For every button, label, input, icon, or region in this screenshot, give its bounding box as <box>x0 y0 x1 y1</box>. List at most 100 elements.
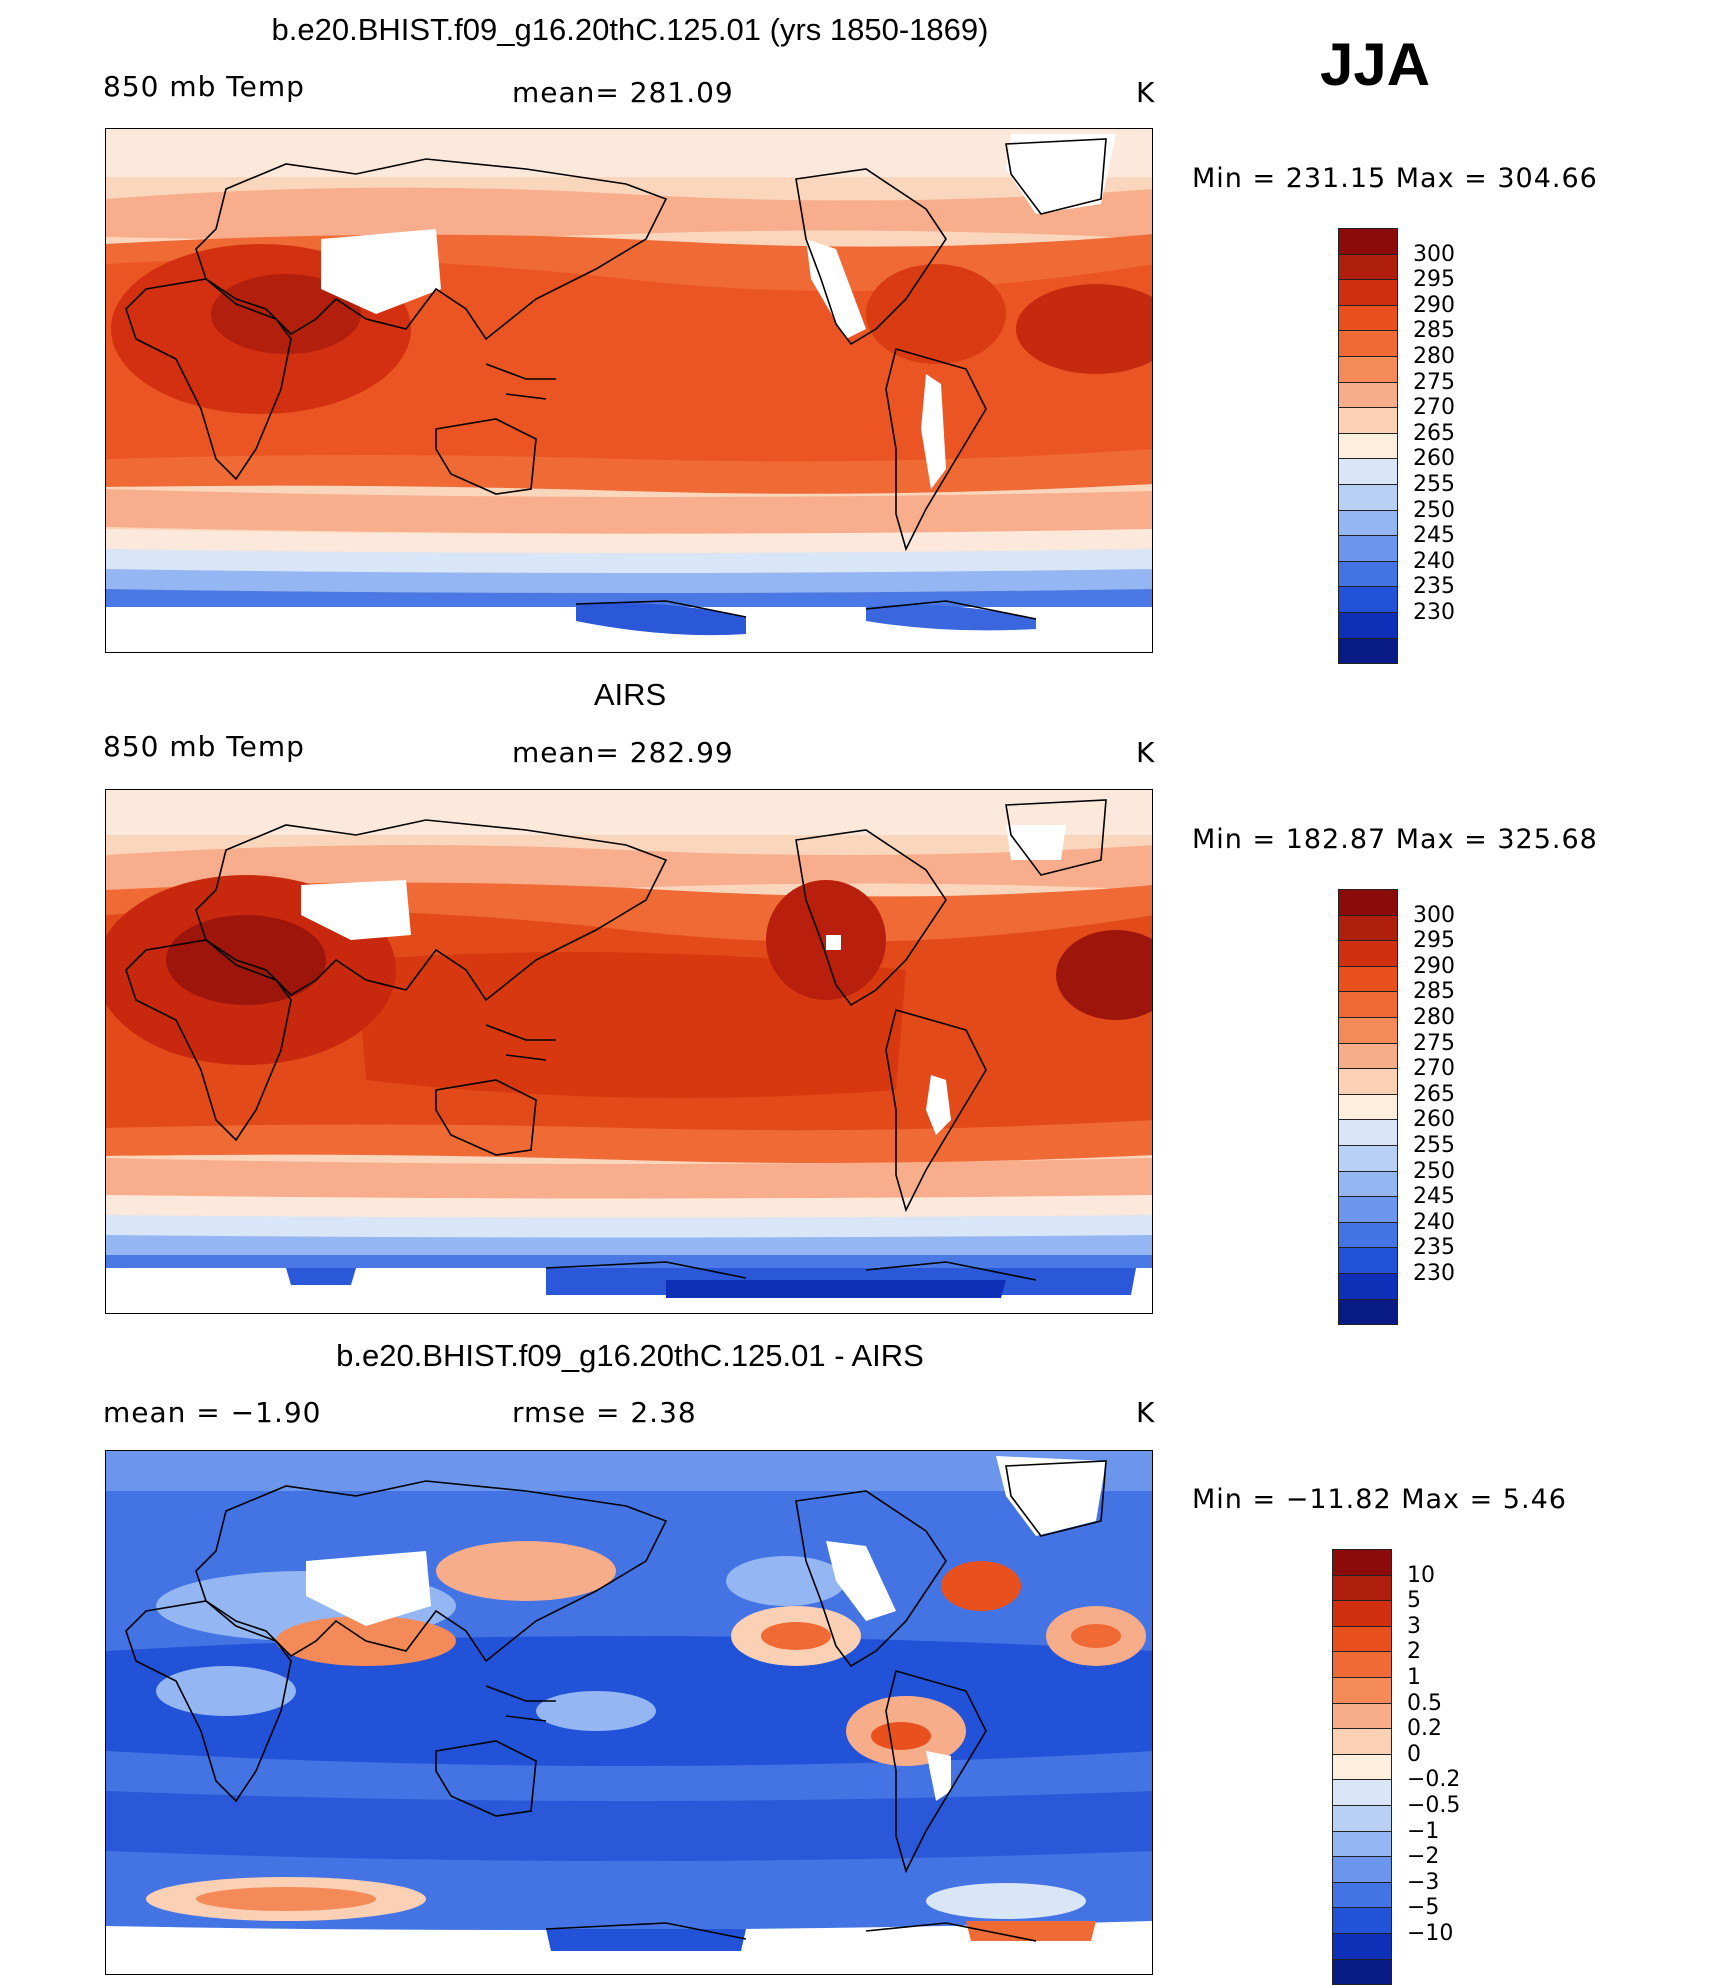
colorbar-swatch <box>1332 1830 1392 1858</box>
colorbar-label: 240 <box>1413 548 1455 574</box>
colorbar-swatch <box>1338 1145 1398 1172</box>
colorbar-label: 290 <box>1413 953 1455 979</box>
colorbar-swatch <box>1332 1933 1392 1960</box>
colorbar-swatch <box>1338 1170 1398 1198</box>
colorbar-swatch <box>1338 1247 1398 1274</box>
colorbar-label: 275 <box>1413 1030 1455 1056</box>
colorbar-label: 240 <box>1413 1209 1455 1235</box>
colorbar-swatch <box>1338 586 1398 613</box>
colorbar-swatch <box>1338 914 1398 942</box>
colorbar-swatch <box>1338 1273 1398 1300</box>
colorbar-label: 245 <box>1413 523 1455 549</box>
colorbar-swatch <box>1332 1856 1392 1883</box>
colorbar-swatch <box>1332 1779 1392 1806</box>
colorbar-swatch <box>1332 1805 1392 1832</box>
colorbar-label: 0.2 <box>1407 1716 1442 1742</box>
panel-2-unit-label: K <box>1136 736 1156 769</box>
colorbar-swatch <box>1338 535 1398 562</box>
colorbar-swatch <box>1332 1753 1392 1781</box>
colorbar-swatch <box>1338 356 1398 383</box>
panel-1-variable-label: 850 mb Temp <box>103 70 305 103</box>
panel-2-map <box>105 789 1153 1314</box>
colorbar-label: 5 <box>1407 1588 1421 1614</box>
panel-3-mean-label: mean = −1.90 <box>103 1396 322 1429</box>
colorbar-label: 300 <box>1413 902 1455 928</box>
colorbar-label: 280 <box>1413 1005 1455 1030</box>
colorbar-swatch <box>1338 330 1398 357</box>
colorbar-label: 255 <box>1413 1133 1455 1158</box>
colorbar-swatch <box>1332 1881 1392 1909</box>
colorbar-label: 285 <box>1413 318 1455 344</box>
colorbar-swatch <box>1332 1677 1392 1704</box>
colorbar-swatch <box>1338 279 1398 306</box>
colorbar-swatch <box>1338 1221 1398 1249</box>
panel-1-minmax: Min = 231.15 Max = 304.66 <box>1192 163 1598 194</box>
panel-3-unit-label: K <box>1136 1396 1156 1429</box>
colorbar-label: 0.5 <box>1407 1690 1442 1716</box>
colorbar-swatch <box>1338 484 1398 511</box>
colorbar-label: 275 <box>1413 369 1455 395</box>
colorbar-swatch <box>1338 1093 1398 1121</box>
colorbar-swatch <box>1338 1042 1398 1070</box>
colorbar-swatch <box>1338 509 1398 537</box>
colorbar-label: 230 <box>1413 600 1455 625</box>
colorbar-swatch <box>1338 560 1398 588</box>
colorbar-label: 255 <box>1413 472 1455 497</box>
colorbar-label: −1 <box>1407 1818 1440 1844</box>
colorbar-swatch <box>1338 458 1398 485</box>
colorbar-label: 250 <box>1413 497 1455 523</box>
colorbar-label: 235 <box>1413 1235 1455 1261</box>
colorbar-swatch <box>1338 612 1398 639</box>
colorbar-label: 230 <box>1413 1261 1455 1286</box>
colorbar-swatch <box>1332 1549 1392 1576</box>
colorbar-swatch <box>1338 381 1398 409</box>
panel-1-mean-label: mean= 281.09 <box>512 76 734 109</box>
colorbar-label: −3 <box>1407 1869 1440 1895</box>
colorbar-label: 295 <box>1413 267 1455 293</box>
season-label: JJA <box>1320 31 1431 98</box>
panel-3-map <box>105 1450 1153 1975</box>
panel-1-title: b.e20.BHIST.f09_g16.20thC.125.01 (yrs 18… <box>271 12 989 47</box>
colorbar-swatch <box>1338 228 1398 255</box>
panel-1-map <box>105 128 1153 653</box>
colorbar-label: 300 <box>1413 241 1455 267</box>
colorbar-label: 265 <box>1413 420 1455 446</box>
colorbar-label: 250 <box>1413 1158 1455 1184</box>
panel-2-mean-label: mean= 282.99 <box>512 736 734 769</box>
colorbar-label: 270 <box>1413 395 1455 421</box>
colorbar-swatch <box>1338 1068 1398 1095</box>
colorbar-swatch <box>1338 253 1398 281</box>
colorbar-swatch <box>1338 1119 1398 1146</box>
colorbar-swatch <box>1332 1625 1392 1653</box>
colorbar-label: −5 <box>1407 1895 1440 1921</box>
colorbar-swatch <box>1332 1958 1392 1985</box>
colorbar-swatch <box>1338 965 1398 993</box>
colorbar-swatch <box>1332 1728 1392 1755</box>
panel-1-unit-label: K <box>1136 76 1156 109</box>
panel-2-minmax: Min = 182.87 Max = 325.68 <box>1192 824 1598 855</box>
colorbar-label: 2 <box>1407 1639 1421 1665</box>
panel-3-title: b.e20.BHIST.f09_g16.20thC.125.01 - AIRS <box>336 1338 924 1373</box>
colorbar-label: 10 <box>1407 1562 1435 1588</box>
panel-3-minmax: Min = −11.82 Max = 5.46 <box>1192 1484 1567 1515</box>
panel-2-variable-label: 850 mb Temp <box>103 730 305 763</box>
colorbar-swatch <box>1332 1702 1392 1730</box>
colorbar-label: 3 <box>1407 1613 1421 1639</box>
colorbar-swatch <box>1338 407 1398 434</box>
colorbar-label: 0 <box>1407 1741 1421 1767</box>
colorbar-label: 285 <box>1413 979 1455 1005</box>
colorbar-label: −0.5 <box>1407 1793 1461 1818</box>
colorbar-swatch <box>1338 991 1398 1018</box>
colorbar-swatch <box>1338 940 1398 967</box>
colorbar-label: 265 <box>1413 1081 1455 1107</box>
colorbar-swatch <box>1338 1298 1398 1326</box>
panel-3-rmse-label: rmse = 2.38 <box>512 1396 697 1429</box>
colorbar-swatch <box>1338 637 1398 665</box>
colorbar-label: −2 <box>1407 1844 1440 1870</box>
panel-2-title: AIRS <box>593 677 667 712</box>
colorbar-swatch <box>1338 889 1398 916</box>
colorbar-label: −0.2 <box>1407 1767 1461 1793</box>
colorbar-label: 295 <box>1413 928 1455 954</box>
colorbar-label: 280 <box>1413 344 1455 369</box>
colorbar-label: 235 <box>1413 574 1455 600</box>
